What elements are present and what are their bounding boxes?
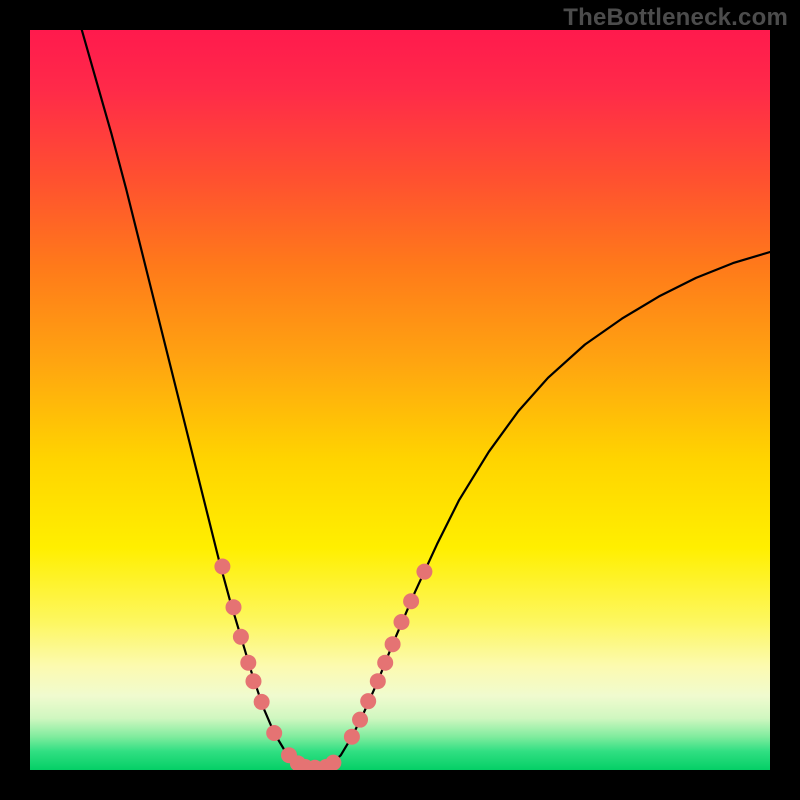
data-marker — [416, 564, 432, 580]
data-marker — [344, 729, 360, 745]
data-marker — [377, 655, 393, 671]
data-marker — [360, 693, 376, 709]
data-marker — [214, 559, 230, 575]
chart-svg — [30, 30, 770, 770]
data-marker — [226, 599, 242, 615]
data-marker — [325, 755, 341, 770]
watermark-text: TheBottleneck.com — [563, 4, 788, 32]
gradient-background — [30, 30, 770, 770]
data-marker — [393, 614, 409, 630]
data-marker — [233, 629, 249, 645]
data-marker — [403, 593, 419, 609]
data-marker — [266, 725, 282, 741]
data-marker — [245, 673, 261, 689]
data-marker — [370, 673, 386, 689]
data-marker — [385, 636, 401, 652]
data-marker — [352, 712, 368, 728]
chart-frame: TheBottleneck.com — [0, 0, 800, 800]
data-marker — [254, 694, 270, 710]
data-marker — [240, 655, 256, 671]
plot-area — [30, 30, 770, 770]
